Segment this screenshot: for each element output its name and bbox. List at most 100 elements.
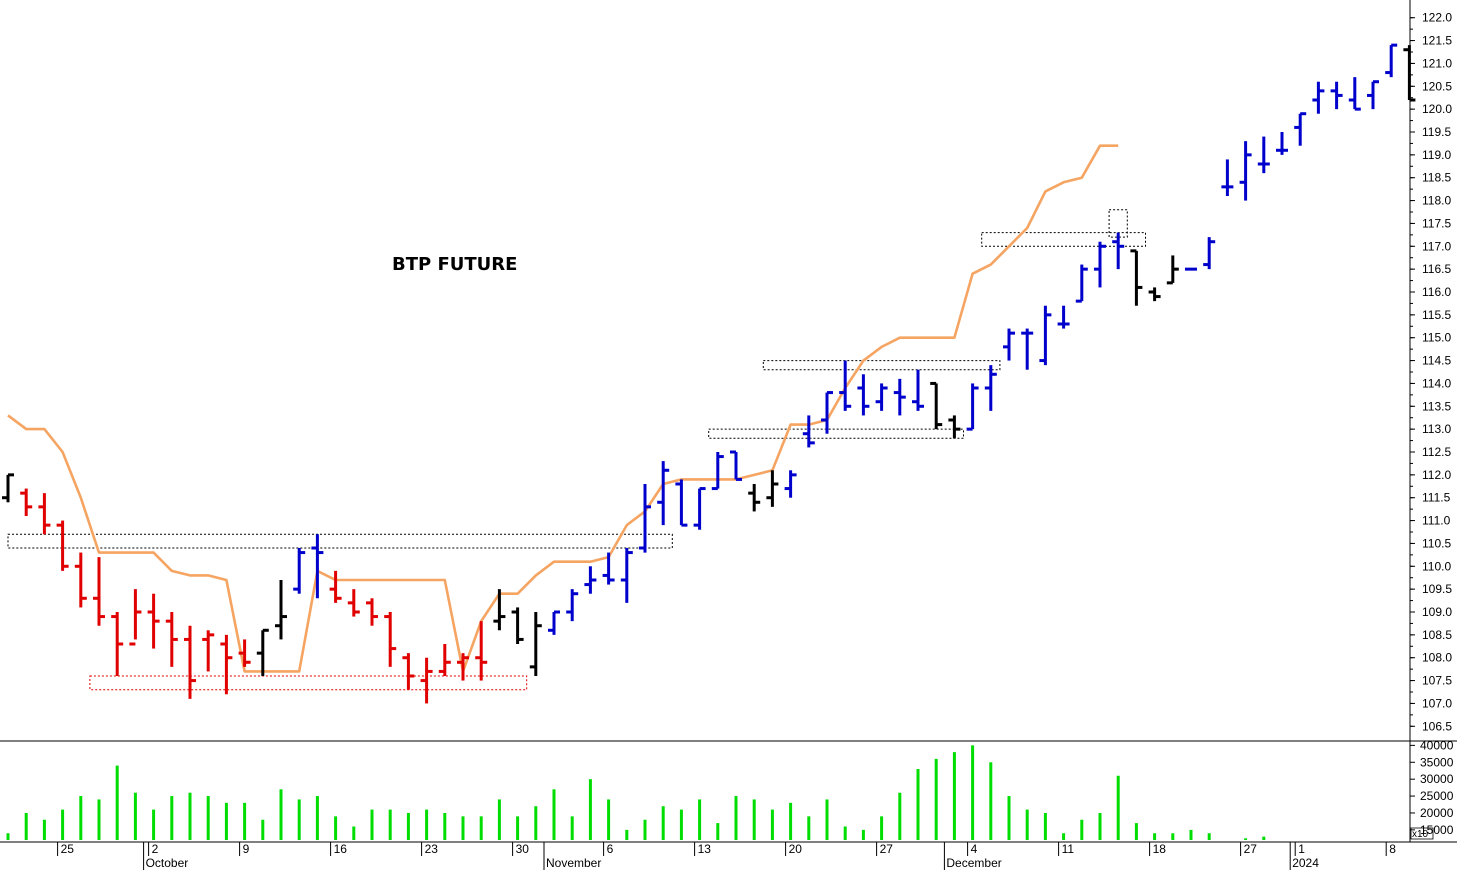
ohlc-bar-15: [275, 580, 287, 640]
ohlc-bar-72: [1312, 81, 1325, 114]
ohlc-bar-45: [821, 391, 833, 434]
price-tick-label-17: 113.5: [1422, 399, 1451, 413]
ohlc-bar-36: [657, 461, 670, 526]
price-tick-label-21: 111.5: [1422, 491, 1451, 505]
ohlc-bar-73: [1330, 81, 1343, 110]
chart-title: BTP FUTURE: [392, 254, 517, 275]
ohlc-bar-61: [1112, 232, 1125, 270]
ohlc-bar-34: [620, 548, 633, 603]
ohlc-bar-53: [966, 383, 979, 431]
ohlc-bar-0: [2, 473, 14, 503]
ohlc-bar-6: [111, 612, 124, 676]
ohlc-bar-55: [1003, 328, 1015, 361]
price-tick-label-6: 119.0: [1422, 148, 1451, 162]
day-label-3: 16: [334, 842, 348, 856]
ohlc-bar-67: [1221, 159, 1234, 196]
ohlc-bar-32: [584, 566, 597, 594]
ohlc-bar-43: [784, 470, 797, 498]
ohlc-bar-29: [529, 612, 542, 676]
ohlc-bar-5: [93, 557, 105, 626]
range-box-4: [981, 232, 1147, 247]
ohlc-bar-25: [457, 653, 469, 681]
price-tick-label-14: 115.0: [1422, 331, 1451, 345]
ohlc-bar-30: [548, 610, 560, 635]
price-tick-label-18: 113.0: [1422, 422, 1451, 436]
ohlc-bar-38: [693, 487, 706, 530]
ohlc-bar-49: [893, 378, 906, 416]
ohlc-bar-11: [202, 630, 215, 672]
ohlc-bar-1: [20, 488, 33, 516]
range-box-0: [7, 533, 673, 549]
day-label-4: 23: [425, 842, 439, 856]
ohlc-bar-50: [912, 369, 924, 411]
ohlc-bar-28: [511, 607, 524, 644]
day-label-12: 18: [1153, 842, 1167, 856]
ohlc-bar-59: [1075, 264, 1088, 303]
day-label-2: 9: [243, 842, 250, 856]
month-label-2: December: [946, 856, 1001, 870]
ohlc-bar-7: [129, 589, 142, 646]
ohlc-bar-71: [1294, 112, 1307, 146]
ohlc-bar-51: [930, 381, 943, 430]
ohlc-bar-58: [1057, 305, 1070, 329]
ohlc-bar-44: [802, 415, 815, 448]
ohlc-bar-57: [1039, 305, 1052, 366]
day-label-13: 27: [1244, 842, 1258, 856]
ohlc-bar-22: [402, 653, 415, 690]
volume-tick-label-2: 30000: [1420, 772, 1454, 786]
price-tick-label-4: 120.0: [1422, 102, 1452, 116]
price-tick-label-20: 112.0: [1422, 468, 1451, 482]
price-tick-label-27: 108.5: [1422, 628, 1452, 642]
price-tick-label-29: 107.5: [1422, 674, 1452, 688]
ohlc-bar-14: [256, 628, 269, 676]
month-label-3: 2024: [1292, 856, 1319, 870]
day-label-9: 27: [880, 842, 894, 856]
ohlc-bar-35: [639, 484, 651, 553]
volume-tick-label-0: 40000: [1420, 738, 1454, 752]
price-tick-label-23: 110.5: [1422, 536, 1451, 550]
ohlc-bar-42: [766, 470, 779, 507]
line-layer: [7, 144, 1119, 673]
ohlc-bar-33: [602, 552, 615, 585]
price-tick-label-22: 111.0: [1422, 514, 1451, 528]
ohlc-bar-37: [675, 479, 688, 527]
ohlc-bar-46: [839, 360, 852, 411]
ohlc-bar-54: [984, 365, 997, 411]
range-box-3: [762, 360, 1001, 371]
price-tick-label-2: 121.0: [1422, 56, 1452, 70]
ohlc-bar-26: [475, 621, 488, 681]
ohlc-bar-74: [1348, 77, 1361, 111]
ohlc-bar-40: [730, 450, 742, 481]
ohlc-bar-21: [384, 612, 397, 667]
boxes-layer: [7, 209, 1147, 691]
ohlc-bar-3: [56, 520, 69, 571]
ohlc-bar-68: [1239, 141, 1252, 201]
price-tick-label-28: 108.0: [1422, 651, 1452, 665]
ohlc-bar-18: [329, 570, 342, 603]
day-label-5: 30: [516, 842, 530, 856]
ohlc-bar-48: [875, 383, 888, 411]
price-tick-label-31: 106.5: [1422, 719, 1452, 733]
ohlc-bar-60: [1094, 241, 1106, 288]
ohlc-bar-8: [147, 593, 160, 649]
price-tick-label-24: 110.0: [1422, 559, 1451, 573]
range-box-5: [1108, 209, 1128, 238]
ohlc-bar-52: [948, 415, 961, 439]
ohlc-bar-12: [220, 634, 233, 695]
day-label-6: 6: [607, 842, 614, 856]
ohlc-bar-41: [748, 484, 761, 512]
ohlc-bar-2: [38, 493, 51, 535]
ohlc-bar-63: [1148, 287, 1161, 302]
ohlc-bar-66: [1203, 237, 1216, 270]
day-label-8: 20: [789, 842, 803, 856]
ohlc-bar-24: [438, 644, 451, 676]
price-tick-label-10: 117.0: [1422, 239, 1451, 253]
ohlc-bar-75: [1367, 80, 1379, 110]
day-label-1: 2: [152, 842, 159, 856]
ohlc-bar-20: [366, 598, 378, 626]
ohlc-bar-4: [74, 552, 87, 608]
price-tick-label-5: 119.5: [1422, 125, 1451, 139]
